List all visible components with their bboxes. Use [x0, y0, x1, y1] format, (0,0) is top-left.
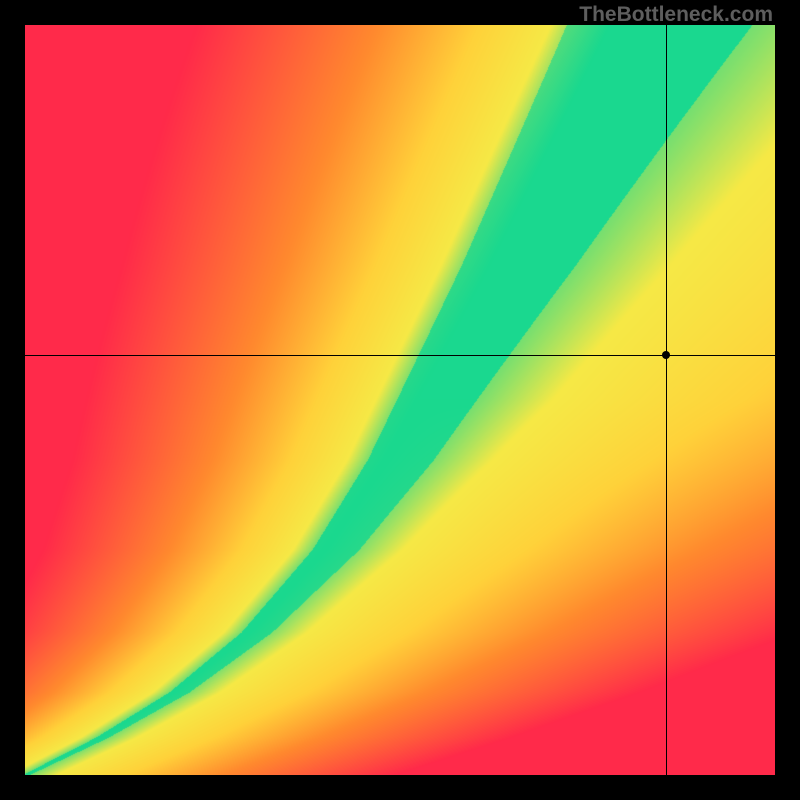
- crosshair-vertical: [666, 25, 667, 775]
- bottleneck-heatmap-plot: [25, 25, 775, 775]
- heatmap-canvas: [25, 25, 775, 775]
- crosshair-marker-dot: [662, 351, 670, 359]
- attribution-label: TheBottleneck.com: [579, 3, 773, 27]
